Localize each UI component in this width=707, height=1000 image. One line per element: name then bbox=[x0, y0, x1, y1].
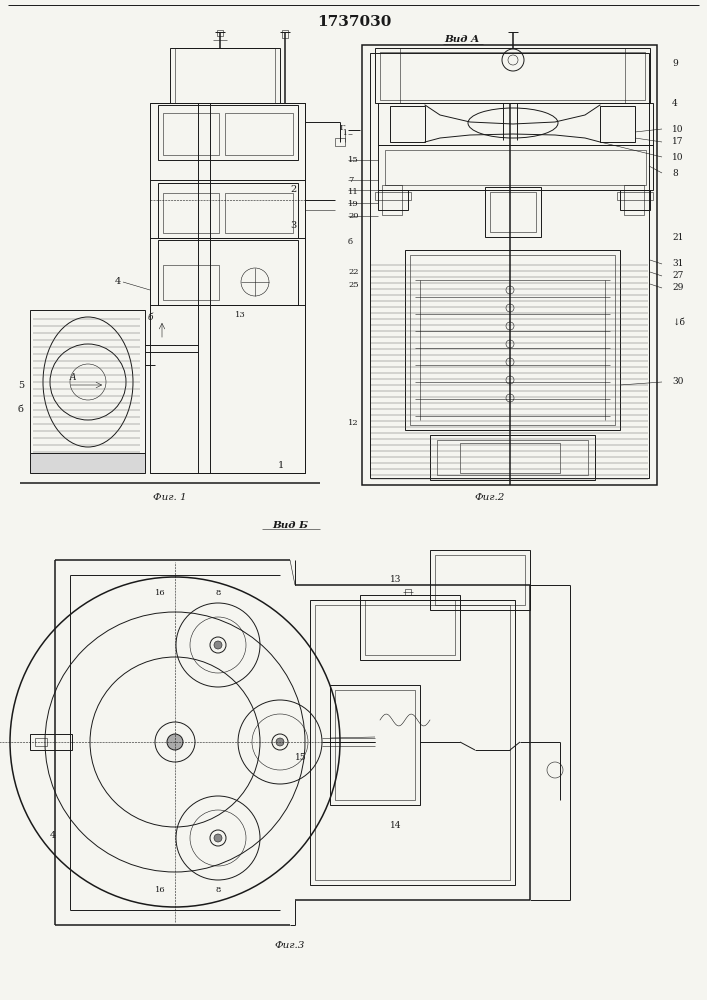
Text: 16: 16 bbox=[155, 886, 165, 894]
Bar bbox=[370, 53, 649, 478]
Bar bbox=[405, 250, 620, 430]
Bar bbox=[365, 600, 455, 655]
Bar bbox=[430, 550, 530, 610]
Bar bbox=[430, 435, 595, 480]
Text: б: б bbox=[18, 406, 24, 414]
Text: 1: 1 bbox=[278, 460, 284, 470]
Text: б: б bbox=[148, 314, 153, 322]
Bar bbox=[437, 440, 588, 475]
Bar bbox=[330, 685, 420, 805]
Text: 1737030: 1737030 bbox=[317, 15, 391, 29]
Text: 8: 8 bbox=[215, 589, 221, 597]
Text: 13: 13 bbox=[390, 576, 402, 584]
Bar bbox=[35, 738, 47, 746]
Text: б: б bbox=[348, 238, 353, 246]
Bar bbox=[624, 185, 644, 215]
Text: 19: 19 bbox=[348, 200, 358, 208]
Bar bbox=[150, 103, 305, 473]
Text: 16: 16 bbox=[155, 589, 165, 597]
Text: 13: 13 bbox=[235, 311, 246, 319]
Text: Фиг.2: Фиг.2 bbox=[475, 492, 506, 502]
Bar bbox=[375, 192, 411, 200]
Circle shape bbox=[167, 734, 183, 750]
Text: ↓б: ↓б bbox=[672, 318, 685, 326]
Bar bbox=[362, 45, 657, 485]
Bar bbox=[282, 30, 288, 38]
Text: 11: 11 bbox=[348, 188, 358, 196]
Text: 22: 22 bbox=[348, 268, 358, 276]
Text: 31: 31 bbox=[672, 259, 684, 268]
Text: 14: 14 bbox=[390, 820, 402, 830]
Bar bbox=[375, 48, 650, 103]
Bar bbox=[170, 48, 280, 103]
Bar bbox=[335, 138, 345, 146]
Bar bbox=[158, 105, 298, 160]
Bar bbox=[315, 605, 510, 880]
Bar bbox=[410, 255, 615, 425]
Text: 9: 9 bbox=[672, 58, 678, 68]
Text: 3: 3 bbox=[290, 221, 296, 230]
Text: 20: 20 bbox=[348, 212, 358, 220]
Text: 17: 17 bbox=[672, 137, 684, 146]
Bar bbox=[378, 145, 653, 190]
Bar bbox=[217, 30, 223, 36]
Text: 1: 1 bbox=[342, 129, 346, 137]
Text: 7: 7 bbox=[348, 176, 354, 184]
Bar bbox=[163, 193, 219, 233]
Text: 8: 8 bbox=[672, 168, 678, 178]
Circle shape bbox=[276, 738, 284, 746]
Bar bbox=[335, 690, 415, 800]
Bar bbox=[30, 310, 145, 455]
Text: 10: 10 bbox=[672, 152, 684, 161]
Text: Фиг.3: Фиг.3 bbox=[275, 940, 305, 950]
Bar bbox=[620, 190, 650, 210]
Bar bbox=[600, 106, 635, 142]
Text: 29: 29 bbox=[672, 284, 684, 292]
Bar bbox=[163, 265, 219, 300]
Circle shape bbox=[214, 641, 222, 649]
Bar bbox=[378, 190, 408, 210]
Bar bbox=[617, 192, 653, 200]
Text: 15: 15 bbox=[348, 156, 358, 164]
Bar bbox=[460, 443, 560, 473]
Text: 4: 4 bbox=[50, 830, 57, 840]
Bar bbox=[158, 240, 298, 305]
Bar bbox=[490, 192, 536, 232]
Text: 4: 4 bbox=[672, 99, 678, 107]
Text: Вид Б: Вид Б bbox=[272, 520, 308, 530]
Text: 12: 12 bbox=[348, 419, 358, 427]
Text: 4: 4 bbox=[115, 277, 121, 286]
Bar bbox=[382, 185, 402, 215]
Bar bbox=[360, 595, 460, 660]
Text: Вид A: Вид A bbox=[445, 35, 479, 44]
Bar bbox=[390, 106, 425, 142]
Bar bbox=[158, 183, 298, 238]
Text: 10: 10 bbox=[672, 124, 684, 133]
Text: 30: 30 bbox=[672, 377, 684, 386]
Text: 25: 25 bbox=[348, 281, 358, 289]
Text: 15: 15 bbox=[295, 754, 307, 762]
Text: 27: 27 bbox=[672, 271, 684, 280]
Bar bbox=[163, 113, 219, 155]
Text: Г: Г bbox=[340, 124, 346, 132]
Bar bbox=[378, 103, 653, 145]
Bar bbox=[30, 453, 145, 473]
Bar bbox=[310, 600, 515, 885]
Bar bbox=[405, 589, 411, 595]
Text: 2: 2 bbox=[290, 186, 296, 194]
Text: 21: 21 bbox=[672, 233, 684, 242]
Bar bbox=[30, 734, 72, 750]
Bar bbox=[385, 150, 646, 185]
Circle shape bbox=[214, 834, 222, 842]
Bar bbox=[435, 555, 525, 605]
Text: Фиг. 1: Фиг. 1 bbox=[153, 492, 187, 502]
Bar bbox=[225, 193, 293, 233]
Text: 8: 8 bbox=[215, 886, 221, 894]
Bar bbox=[485, 187, 541, 237]
Text: 5: 5 bbox=[18, 380, 24, 389]
Bar bbox=[225, 113, 293, 155]
Bar bbox=[380, 52, 645, 100]
Text: A: A bbox=[70, 373, 76, 382]
